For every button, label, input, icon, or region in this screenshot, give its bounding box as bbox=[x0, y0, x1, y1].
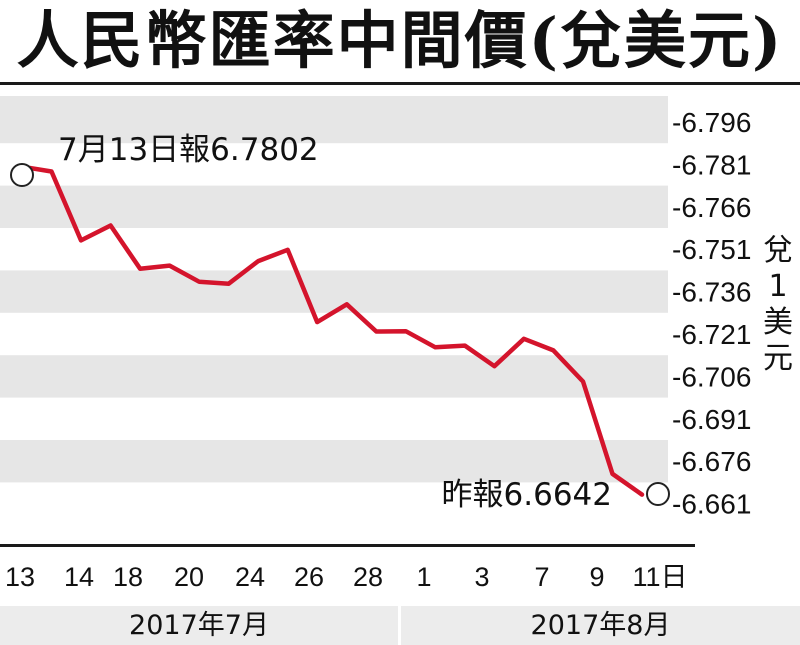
month-label: 2017年8月 bbox=[530, 610, 671, 641]
end-point-marker bbox=[646, 482, 670, 506]
x-tick-label: 20 bbox=[174, 562, 204, 592]
grid-band bbox=[0, 440, 668, 483]
x-tick-label: 1 bbox=[416, 562, 431, 592]
y-axis-label-char: 元 bbox=[763, 341, 793, 376]
x-tick-label: 13 bbox=[5, 562, 35, 592]
y-axis-label-char: 兌 bbox=[763, 233, 793, 268]
y-tick-label: -6.676 bbox=[672, 446, 751, 477]
title-rule bbox=[0, 82, 800, 85]
chart-title: 人民幣匯率中間價(兌美元) bbox=[16, 4, 784, 77]
x-tick-label: 28 bbox=[353, 562, 383, 592]
y-tick-label: -6.706 bbox=[672, 361, 751, 392]
y-tick-label: -6.691 bbox=[672, 404, 751, 435]
grid-band bbox=[0, 270, 668, 313]
x-tick-label: 24 bbox=[235, 562, 265, 592]
x-tick-label: 14 bbox=[64, 562, 94, 592]
x-tick-label: 7 bbox=[534, 562, 549, 592]
month-bar: 2017年7月 2017年8月 bbox=[0, 606, 800, 645]
y-tick-label: -6.721 bbox=[672, 319, 751, 350]
month-label: 2017年7月 bbox=[129, 610, 269, 641]
grid-band bbox=[0, 185, 668, 228]
x-tick-label: 11日 bbox=[632, 562, 687, 592]
month-divider bbox=[398, 606, 401, 645]
y-axis-label-char: 美 bbox=[763, 305, 793, 340]
x-tick-label: 3 bbox=[474, 562, 489, 592]
y-tick-label: -6.751 bbox=[672, 234, 751, 265]
y-axis-label-char: 1 bbox=[768, 269, 788, 304]
x-tick-label: 26 bbox=[294, 562, 324, 592]
x-tick-label: 18 bbox=[113, 562, 143, 592]
y-tick-label: -6.661 bbox=[672, 489, 751, 520]
x-tick-label: 9 bbox=[589, 562, 604, 592]
y-tick-label: -6.796 bbox=[672, 107, 751, 138]
start-annotation: 7月13日報6.7802 bbox=[58, 132, 319, 168]
x-axis-line bbox=[0, 544, 695, 547]
y-tick-label: -6.766 bbox=[672, 192, 751, 223]
grid-band bbox=[0, 355, 668, 398]
series-line bbox=[19, 164, 645, 497]
y-tick-label: -6.736 bbox=[672, 277, 751, 308]
start-point-marker bbox=[10, 163, 34, 187]
end-annotation: 昨報6.6642 bbox=[442, 477, 612, 513]
grid-band bbox=[0, 96, 668, 144]
line-chart: -6.796 -6.781 -6.766 -6.751 -6.736 -6.721 -6.7… bbox=[0, 96, 751, 592]
y-tick-label: -6.781 bbox=[672, 149, 751, 180]
